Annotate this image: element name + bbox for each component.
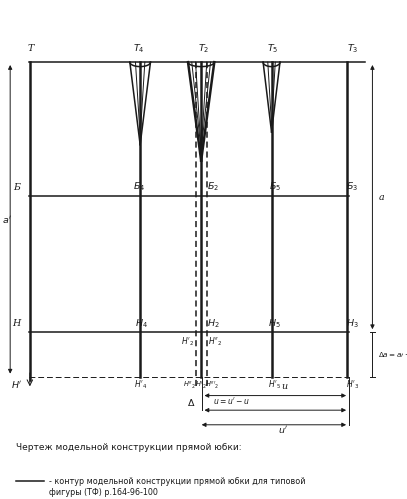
- Text: $Н'_4$: $Н'_4$: [134, 379, 148, 391]
- Text: $u = u' - u$: $u = u' - u$: [213, 395, 250, 406]
- Text: $\Delta a = a\prime - a$: $\Delta a = a\prime - a$: [378, 350, 407, 359]
- Text: $Н''_2$: $Н''_2$: [184, 380, 196, 391]
- Text: Н: Н: [13, 319, 21, 328]
- Text: - контур модельной конструкции прямой юбки для типовой
фигуры (ТФ) р.164-96-100: - контур модельной конструкции прямой юб…: [49, 478, 305, 497]
- Text: $Н'$: $Н'$: [11, 379, 22, 390]
- Text: $T_4$: $T_4$: [133, 42, 145, 55]
- Text: $Н_5$: $Н_5$: [269, 317, 281, 330]
- Text: $Н_2$: $Н_2$: [206, 317, 219, 330]
- Text: $Н_3$: $Н_3$: [346, 317, 359, 330]
- Text: $a'$: $a'$: [2, 214, 12, 225]
- Text: $Н'''_2$: $Н'''_2$: [206, 380, 219, 391]
- Text: $T_2$: $T_2$: [198, 42, 209, 55]
- Text: Чертеж модельной конструкции прямой юбки:: Чертеж модельной конструкции прямой юбки…: [16, 443, 241, 452]
- Text: $Н_4$: $Н_4$: [135, 317, 148, 330]
- Text: T: T: [28, 44, 34, 53]
- Text: $Б_2$: $Б_2$: [207, 181, 219, 193]
- Text: a: a: [379, 193, 384, 202]
- Text: $Н'_5$: $Н'_5$: [268, 379, 281, 391]
- Text: $\Delta$: $\Delta$: [187, 397, 195, 408]
- Text: $Н'_2$: $Н'_2$: [195, 380, 206, 391]
- Text: Б: Б: [13, 183, 20, 192]
- Text: $Н'_3$: $Н'_3$: [346, 379, 359, 391]
- Text: $T_3$: $T_3$: [346, 42, 358, 55]
- Text: $Б_5$: $Б_5$: [269, 181, 281, 193]
- Text: $T_5$: $T_5$: [267, 42, 278, 55]
- Text: $u'$: $u'$: [278, 424, 288, 435]
- Text: $Б_3$: $Б_3$: [346, 181, 358, 193]
- Text: $Н''_2$: $Н''_2$: [208, 336, 223, 348]
- Text: u: u: [282, 382, 288, 391]
- Text: $Н'_2$: $Н'_2$: [181, 336, 194, 348]
- Text: $Б_4$: $Б_4$: [133, 181, 145, 193]
